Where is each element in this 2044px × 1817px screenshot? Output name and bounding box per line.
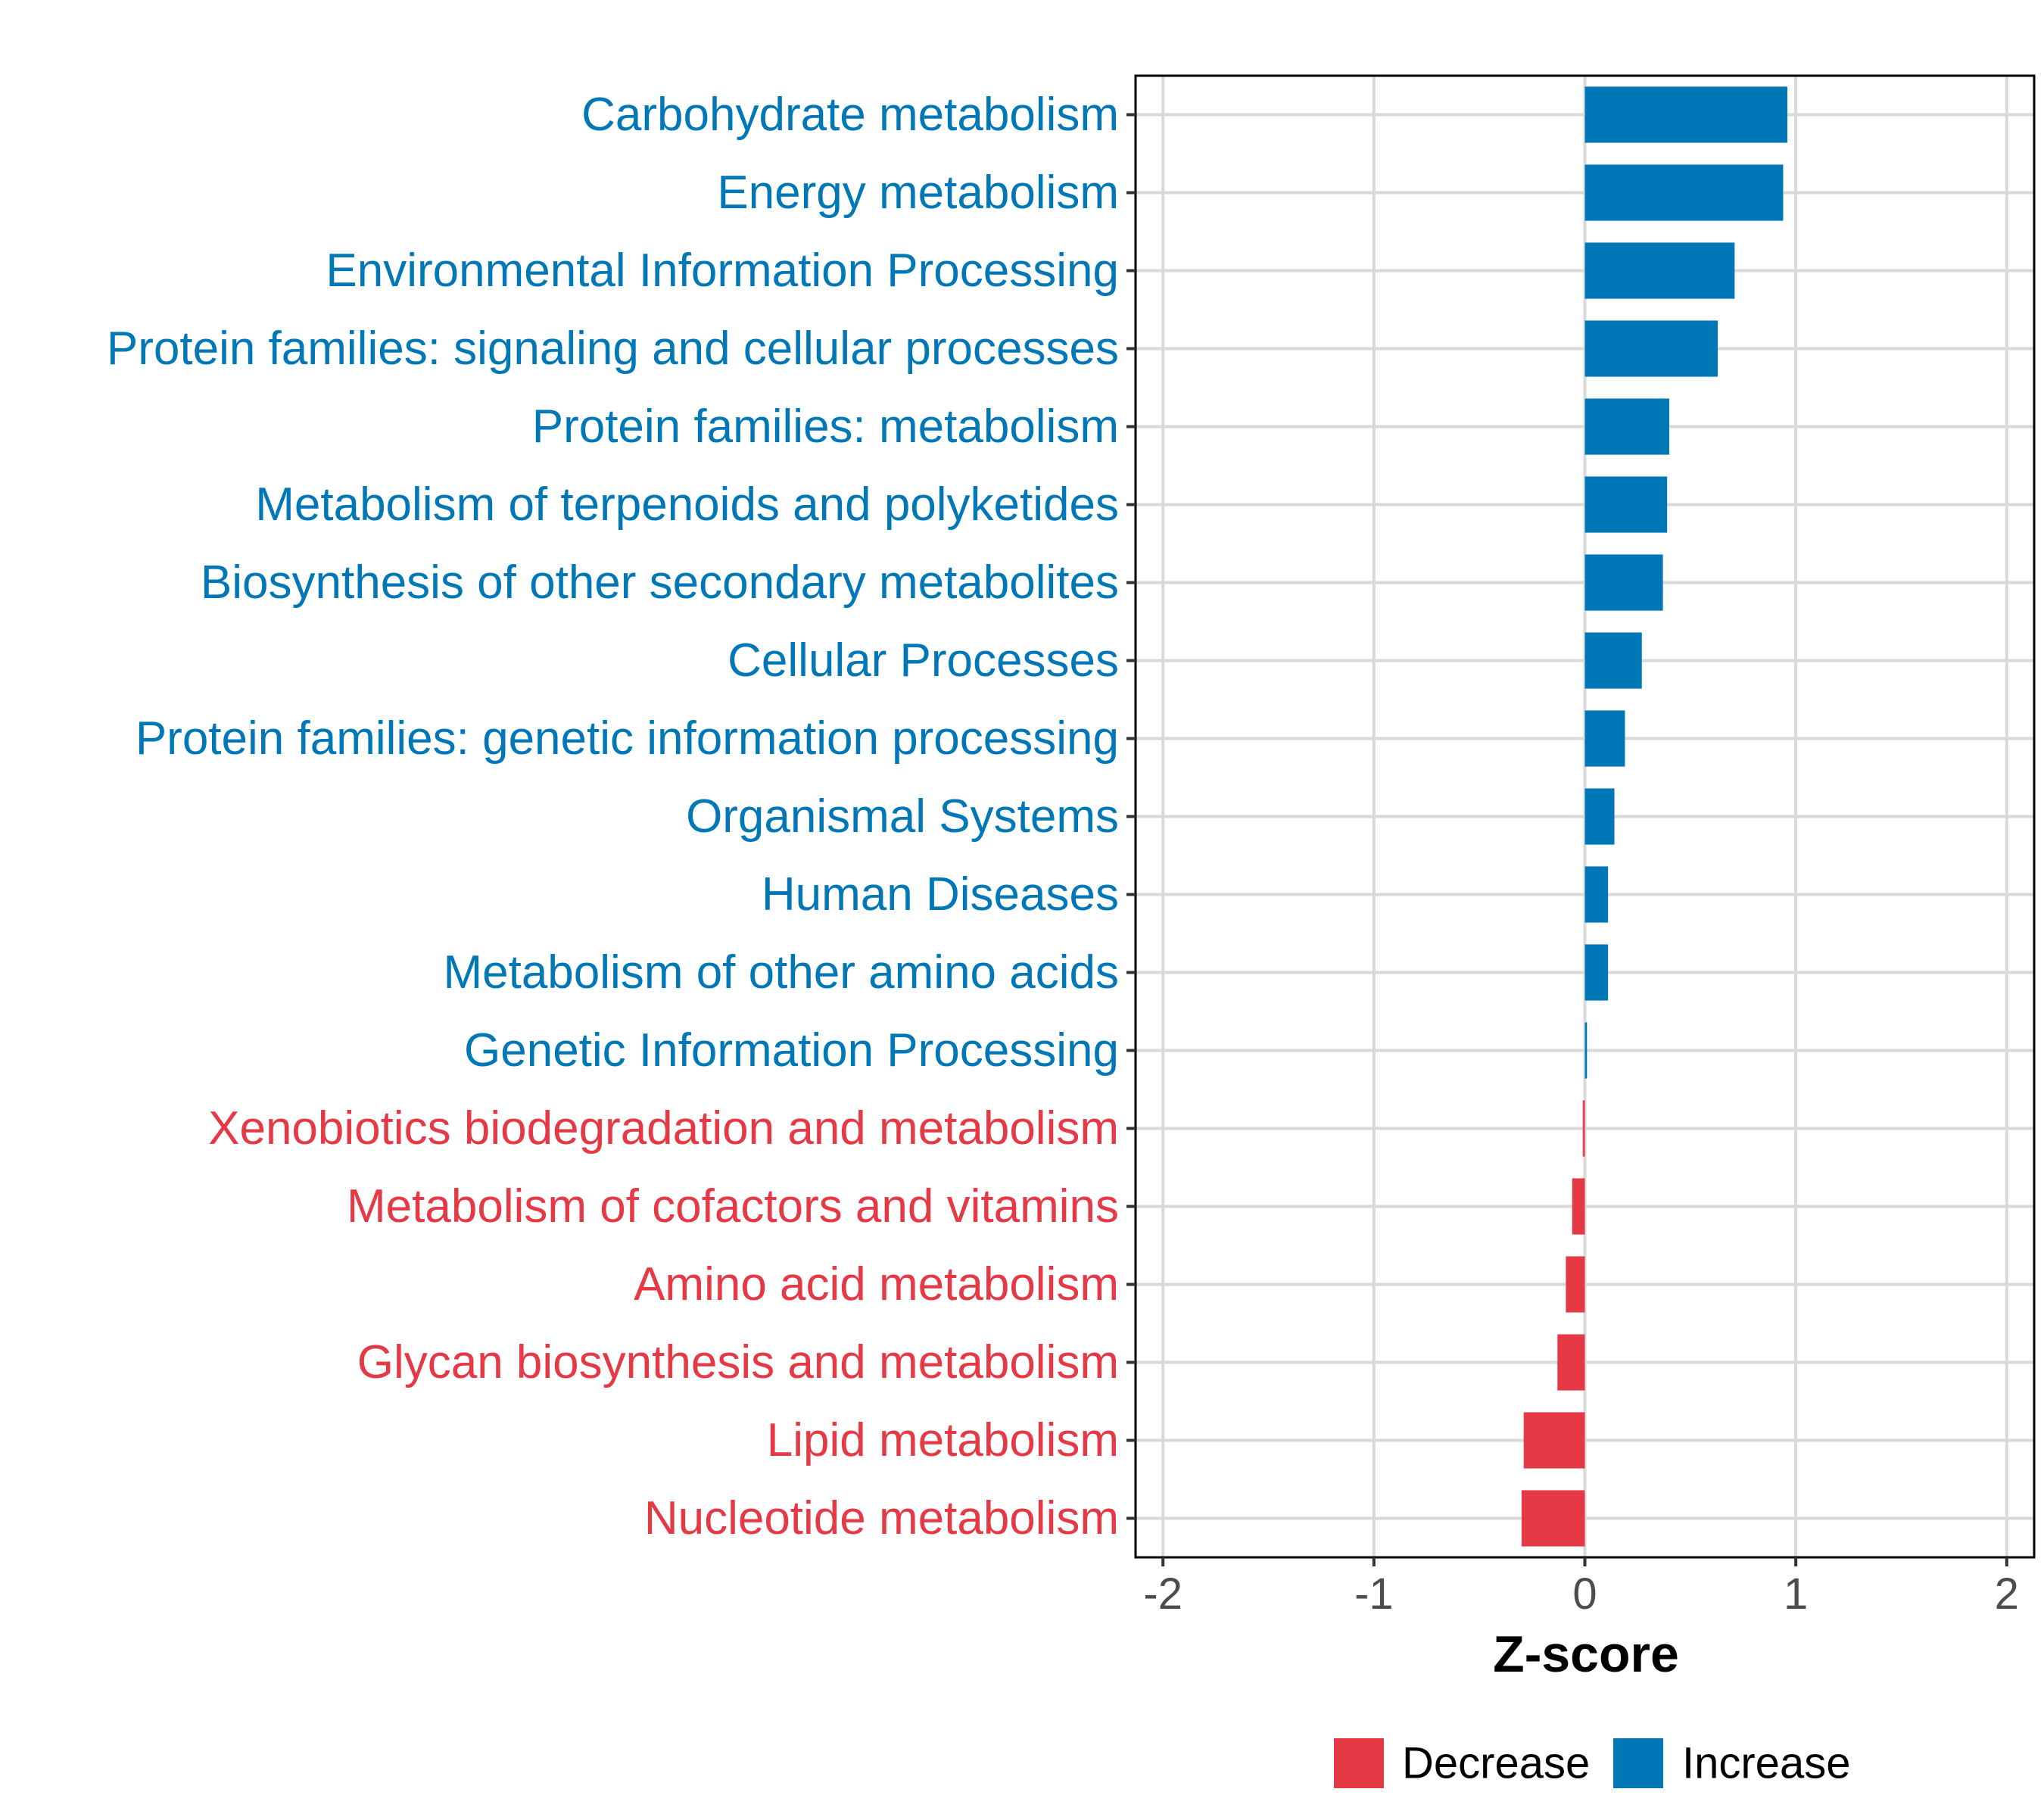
bar [1584, 632, 1642, 689]
legend-swatch-increase [1613, 1738, 1663, 1788]
bar [1584, 476, 1668, 533]
bar [1584, 1022, 1588, 1079]
bar [1584, 398, 1669, 455]
bar [1584, 788, 1615, 845]
category-label: Energy metabolism [717, 167, 1119, 219]
bar [1584, 944, 1609, 1001]
category-label: Cellular Processes [728, 634, 1119, 687]
category-label: Metabolism of other amino acids [443, 946, 1119, 999]
x-tick-label: -2 [1143, 1569, 1182, 1619]
bar [1584, 242, 1735, 299]
bar [1521, 1490, 1585, 1547]
bars [1521, 86, 1787, 1547]
legend: Decrease Increase [1334, 1738, 1850, 1788]
category-label: Environmental Information Processing [326, 245, 1119, 297]
x-axis-ticks: -2 -1 0 1 2 [1143, 1557, 2019, 1619]
bar [1557, 1334, 1585, 1391]
category-label: Metabolism of cofactors and vitamins [347, 1180, 1119, 1233]
category-labels: Carbohydrate metabolism Energy metabolism… [107, 89, 1119, 1544]
x-tick-label: 0 [1572, 1569, 1597, 1619]
bar [1523, 1412, 1585, 1469]
category-label: Nucleotide metabolism [644, 1492, 1119, 1544]
bar [1582, 1100, 1585, 1157]
x-tick-label: -1 [1354, 1569, 1394, 1619]
category-label: Glycan biosynthesis and metabolism [357, 1336, 1119, 1388]
bar [1566, 1256, 1585, 1313]
category-label: Lipid metabolism [767, 1414, 1119, 1466]
legend-label: Decrease [1402, 1739, 1590, 1788]
x-tick-label: 1 [1784, 1569, 1808, 1619]
bar [1584, 866, 1609, 923]
bar [1584, 86, 1787, 143]
category-label: Biosynthesis of other secondary metaboli… [201, 556, 1119, 609]
category-label: Human Diseases [762, 868, 1119, 921]
x-axis-title: Z-score [1493, 1625, 1679, 1683]
y-axis-ticks [1126, 113, 1136, 1520]
category-label: Protein families: signaling and cellular… [107, 323, 1119, 375]
category-label: Xenobiotics biodegradation and metabolis… [208, 1102, 1119, 1155]
legend-swatch-decrease [1334, 1738, 1384, 1788]
category-label: Genetic Information Processing [464, 1024, 1119, 1077]
category-label: Amino acid metabolism [634, 1258, 1119, 1311]
bar [1584, 710, 1625, 767]
category-label: Protein families: genetic information pr… [136, 712, 1119, 765]
bar [1584, 164, 1784, 221]
bar [1584, 554, 1663, 611]
x-tick-label: 2 [1995, 1569, 2019, 1619]
category-label: Protein families: metabolism [532, 400, 1119, 453]
legend-label: Increase [1682, 1739, 1850, 1788]
category-label: Carbohydrate metabolism [581, 89, 1119, 141]
category-label: Metabolism of terpenoids and polyketides [255, 478, 1119, 531]
bar [1584, 320, 1718, 377]
bar [1572, 1178, 1585, 1235]
category-label: Organismal Systems [686, 790, 1119, 843]
